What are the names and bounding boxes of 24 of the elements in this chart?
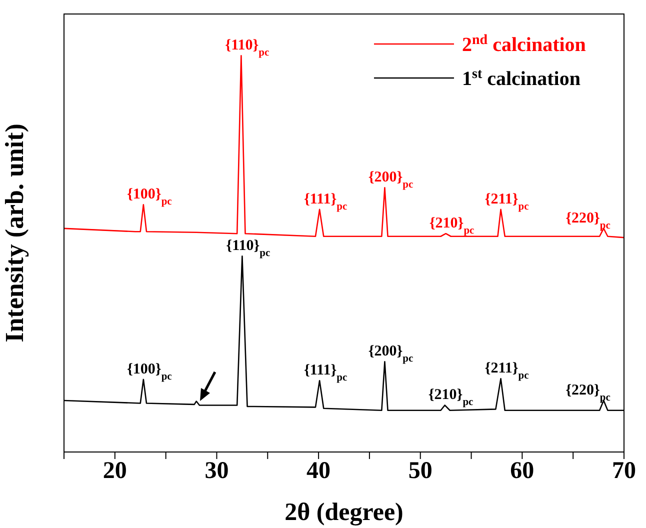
- x-tick-label: 70: [612, 458, 636, 484]
- annotation: {111}$_{pc}$: [304, 362, 348, 384]
- annotation: {211}$_{pc}$: [484, 191, 530, 212]
- annotation: {110}$_{pc}$: [226, 238, 271, 259]
- annotation: {200}$_{pc}$: [368, 170, 414, 190]
- annotation: {211}$_{pc}$: [484, 360, 530, 382]
- legend-label: 1$^{st}$ calcination: [462, 66, 580, 90]
- y-axis-title: Intensity (arb. unit): [0, 124, 30, 342]
- x-tick-label: 50: [408, 458, 432, 484]
- annotation: {210}$_{pc}$: [429, 216, 475, 236]
- annotation: {200}$_{pc}$: [368, 344, 414, 364]
- annotation: {111}$_{pc}$: [304, 191, 348, 212]
- x-tick-label: 30: [204, 458, 229, 484]
- annotation: {210}$_{pc}$: [428, 387, 474, 408]
- annotation: {100}$_{pc}$: [127, 361, 172, 382]
- x-tick-label: 60: [510, 458, 534, 484]
- annotation: {110}$_{pc}$: [225, 38, 270, 58]
- annotation: {100}$_{pc}$: [127, 186, 172, 208]
- x-tick-label: 20: [102, 458, 127, 484]
- legend-label: 2$^{nd}$ calcination: [462, 32, 586, 56]
- annotation: {220}$_{pc}$: [566, 382, 611, 403]
- x-tick-label: 40: [306, 458, 331, 484]
- x-axis-title: 2θ (degree): [284, 499, 404, 526]
- annotation: {220}$_{pc}$: [566, 210, 611, 231]
